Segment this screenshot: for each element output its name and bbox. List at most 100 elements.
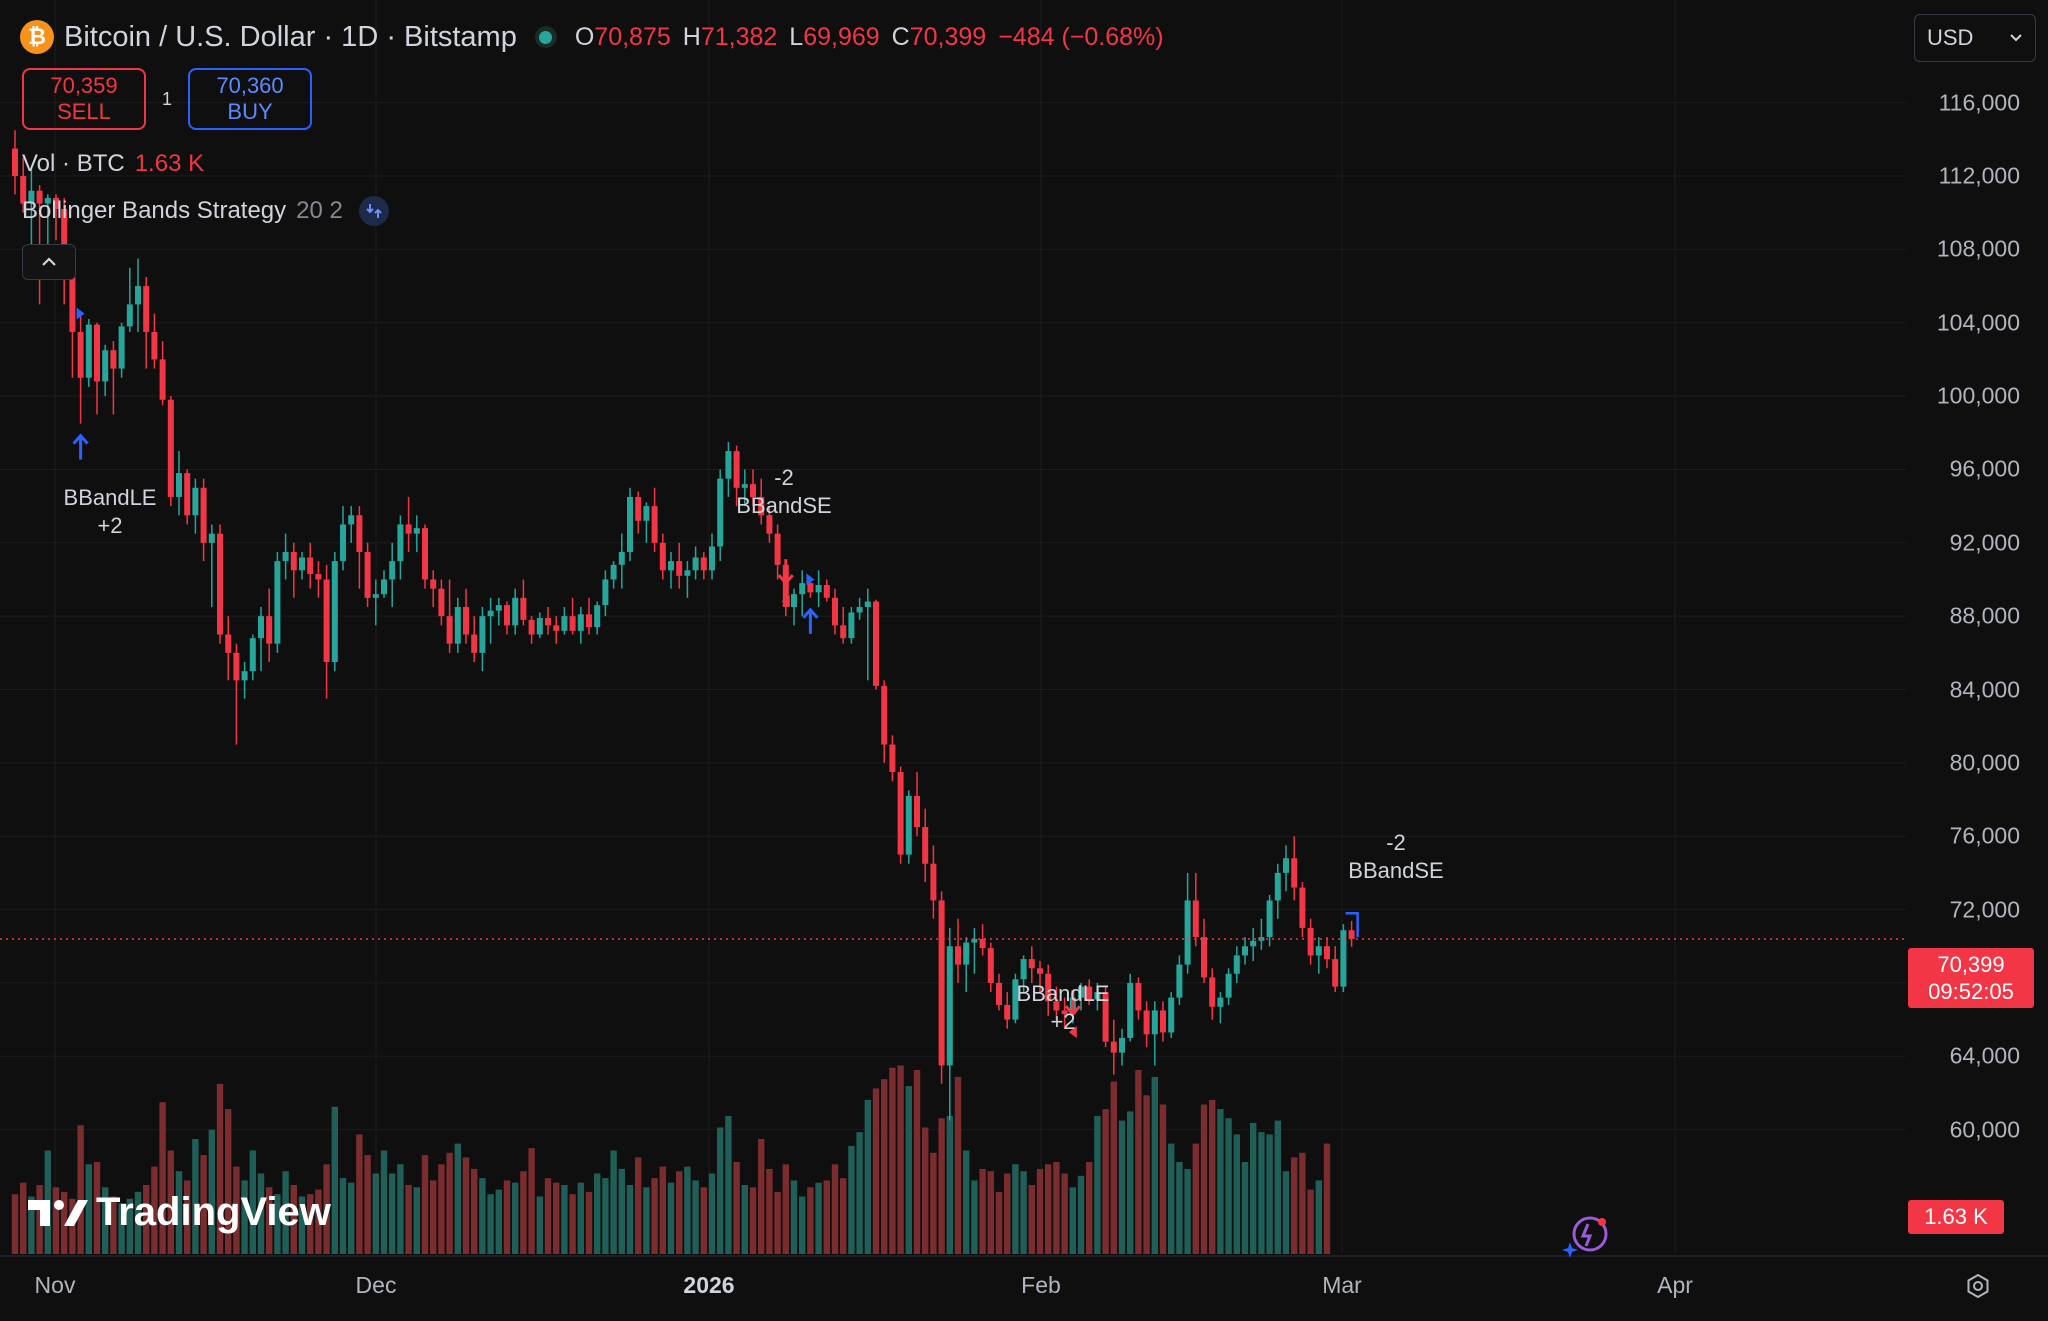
tradingview-logo[interactable]: TradingView (26, 1190, 331, 1235)
strategy-legend[interactable]: Bollinger Bands Strategy 20 2 (22, 196, 389, 226)
trade-panel: 70,359 SELL 1 70,360 BUY (22, 68, 313, 130)
candle-body (233, 652, 240, 681)
candle-body (536, 617, 543, 635)
volume-bar (471, 1168, 478, 1254)
volume-bar (1225, 1118, 1232, 1254)
candle-body (1020, 959, 1027, 980)
candle-body (471, 634, 478, 653)
volume-bar (1036, 1168, 1044, 1254)
volume-bar (487, 1194, 494, 1254)
order-quantity[interactable]: 1 (162, 88, 173, 109)
volume-bar (922, 1127, 929, 1254)
candle (930, 845, 937, 919)
volume-bar (635, 1157, 642, 1254)
price-axis[interactable]: 116,000 112,000 108,000 104,000 100,000 96,00… (1906, 0, 2048, 1321)
candle (938, 891, 945, 1084)
candle (331, 551, 338, 672)
candle (758, 478, 765, 525)
candle (118, 322, 125, 378)
candle (102, 344, 109, 397)
collapse-legend-button[interactable] (22, 244, 76, 280)
candle (553, 616, 560, 644)
candle-body (1266, 900, 1273, 938)
candle-body (979, 938, 986, 949)
volume-bar (1012, 1164, 1019, 1254)
tradingview-logo-icon (28, 1199, 88, 1226)
candle (348, 506, 355, 543)
candle (249, 634, 256, 681)
candle (922, 808, 929, 883)
volume-bar (1250, 1122, 1257, 1254)
sell-button[interactable]: 70,359 SELL (22, 68, 146, 130)
assistant-spark-button[interactable] (1558, 1212, 1610, 1258)
price-axis-label: 104,000 (1936, 309, 2020, 336)
volume-bar (577, 1182, 584, 1254)
volume-bar (717, 1127, 724, 1254)
candle (512, 588, 519, 635)
arrow-down-icon (1064, 990, 1081, 1017)
volume-bar (1168, 1143, 1175, 1254)
candle-body (1274, 872, 1281, 901)
chart-settings-button[interactable] (1962, 1270, 1994, 1302)
candle (1266, 894, 1273, 947)
candle (963, 937, 970, 993)
symbol-title[interactable]: Bitcoin / U.S. Dollar · 1D · Bitstamp (64, 20, 517, 53)
arrow-down-icon (777, 559, 794, 586)
candle (438, 579, 445, 626)
currency-select[interactable]: USD (1914, 14, 2036, 62)
candle-body (372, 594, 379, 598)
candle (1119, 1028, 1125, 1066)
volume-bar (1241, 1162, 1249, 1254)
candle-body (1283, 858, 1289, 873)
candle-body (282, 551, 289, 562)
candle (143, 276, 150, 369)
candle-body (274, 561, 281, 644)
volume-bar (380, 1150, 388, 1254)
candle-body (963, 942, 970, 965)
volume-bar (134, 1191, 142, 1254)
candle-body (1061, 1010, 1068, 1015)
volume-bar (1266, 1134, 1273, 1254)
volume-bar (831, 1164, 839, 1254)
candle-body (364, 551, 371, 598)
candle (167, 396, 174, 507)
candle (85, 319, 92, 387)
candle (372, 579, 379, 626)
candle-body (1127, 982, 1134, 1038)
buy-button[interactable]: 70,360 BUY (188, 68, 313, 130)
signal-label-short: -2 BBandSE (736, 465, 832, 518)
candle-body (463, 606, 469, 635)
market-status-icon[interactable] (534, 26, 557, 48)
candle-body (709, 546, 715, 571)
candle (651, 487, 658, 552)
candle (340, 506, 346, 571)
candle (840, 606, 847, 644)
volume-bar (512, 1182, 519, 1254)
candle (1307, 918, 1314, 965)
candle (463, 588, 469, 644)
volume-bar (585, 1191, 593, 1254)
volume-legend[interactable]: Vol · BTC 1.63 K (22, 150, 204, 178)
volume-bar (298, 1196, 306, 1254)
candle (774, 524, 781, 580)
volume-bar (725, 1116, 732, 1254)
candle (528, 616, 535, 644)
volume-bar (184, 1180, 191, 1254)
volume-bar (930, 1152, 937, 1254)
volume-tag: 1.63 K (1908, 1200, 2004, 1234)
candle (1258, 918, 1265, 950)
candle-body (1053, 1001, 1060, 1011)
candle (996, 973, 1002, 1011)
volume-bar (708, 1173, 716, 1254)
candle (299, 551, 305, 580)
candle-body (758, 496, 765, 516)
time-axis-label: Feb (1021, 1272, 1061, 1298)
strategy-report-icon[interactable] (358, 196, 389, 226)
candle-body (1209, 977, 1216, 1007)
candle-body (1225, 973, 1232, 998)
candle (176, 451, 182, 516)
volume-bar (840, 1178, 847, 1254)
volume-bar (372, 1173, 379, 1254)
volume-bar (405, 1185, 412, 1254)
